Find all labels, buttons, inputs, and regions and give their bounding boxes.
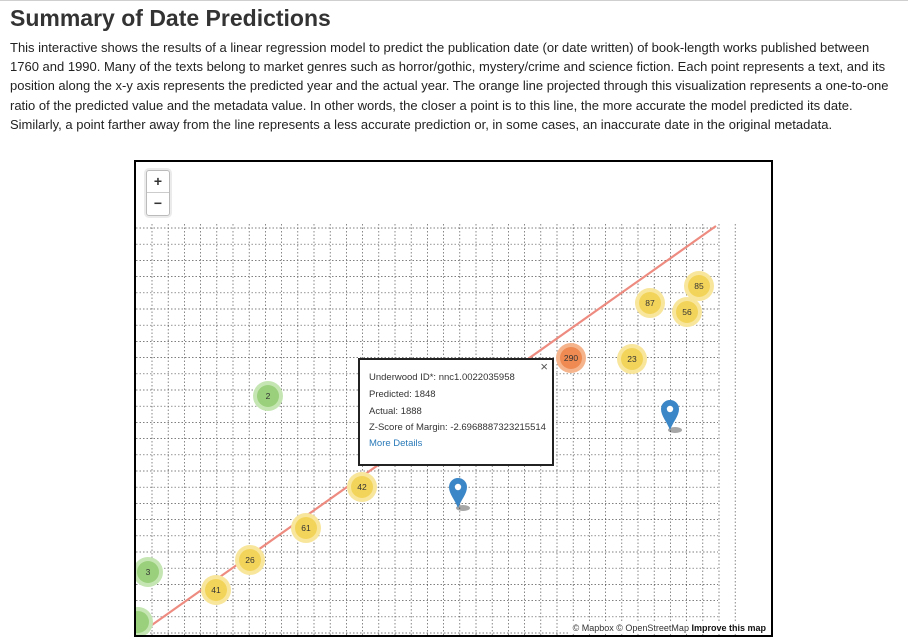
point-popup: × Underwood ID*: nnc1.0022035958 Predict…: [358, 358, 554, 466]
cluster-count: 41: [211, 585, 221, 595]
popup-actual-value: 1888: [400, 406, 422, 417]
cluster-2[interactable]: 2: [253, 381, 283, 411]
marker-shadow: [456, 505, 470, 511]
cluster-3[interactable]: 3: [136, 557, 163, 587]
cluster-core: [239, 549, 261, 571]
cluster-core: [639, 292, 661, 314]
cluster-61[interactable]: 61: [291, 513, 321, 543]
cluster-core: [621, 348, 643, 370]
popup-id-label: Underwood ID*:: [369, 372, 439, 383]
cluster-core: [688, 275, 710, 297]
marker-hole: [454, 483, 462, 491]
popup-predicted-row: Predicted: 1848: [369, 389, 436, 400]
popup-id-value: nnc1.0022035958: [438, 372, 515, 383]
popup-id-row: Underwood ID*: nnc1.0022035958: [369, 372, 515, 383]
improve-map-link[interactable]: Improve this map: [691, 623, 766, 633]
cluster-core: [676, 301, 698, 323]
cluster-290[interactable]: 290: [556, 343, 586, 373]
popup-close-button[interactable]: ×: [540, 359, 548, 374]
more-details-link[interactable]: More Details: [369, 438, 423, 449]
marker-pin-center-icon[interactable]: [449, 478, 470, 511]
cluster-87[interactable]: 87: [635, 288, 665, 318]
cluster-85[interactable]: 85: [684, 271, 714, 301]
marker-body: [449, 478, 467, 508]
marker-pin-right-icon[interactable]: [661, 400, 682, 433]
cluster-edge[interactable]: [136, 607, 153, 635]
cluster-count: 56: [682, 307, 692, 317]
popup-predicted-label: Predicted:: [369, 389, 415, 400]
zoom-control: + −: [146, 170, 170, 216]
cluster-count: 2: [266, 391, 271, 401]
cluster-count: 85: [694, 281, 704, 291]
scatter-map[interactable]: 85 87 56 290 23 2 42 61 26 3 41 + − × Underwood ID…: [134, 160, 773, 637]
map-attribution: © Mapbox © OpenStreetMap Improve this ma…: [569, 622, 769, 634]
zoom-out-button[interactable]: −: [147, 192, 169, 214]
cluster-count: 3: [146, 567, 151, 577]
cluster-23[interactable]: 23: [617, 344, 647, 374]
cluster-42[interactable]: 42: [347, 472, 377, 502]
popup-more-row: More Details: [369, 438, 422, 449]
cluster-layer: 85 87 56 290 23 2 42 61 26 3 41: [136, 271, 714, 635]
cluster-count: 26: [245, 555, 255, 565]
marker-body: [661, 400, 679, 430]
top-divider: [0, 0, 908, 1]
cluster-count: 61: [301, 523, 311, 533]
cluster-core: [560, 347, 582, 369]
cluster-41[interactable]: 41: [201, 575, 231, 605]
attribution-text[interactable]: © Mapbox © OpenStreetMap: [572, 623, 689, 633]
page-title: Summary of Date Predictions: [10, 5, 331, 31]
cluster-count: 42: [357, 482, 367, 492]
cluster-core: [205, 579, 227, 601]
popup-actual-row: Actual: 1888: [369, 406, 422, 417]
popup-zscore-label: Z-Score of Margin:: [369, 422, 451, 433]
cluster-count: 87: [645, 298, 655, 308]
marker-layer: [449, 400, 682, 511]
cluster-core: [136, 611, 149, 633]
popup-zscore-row: Z-Score of Margin: -2.6968887323215514: [369, 422, 546, 433]
popup-predicted-value: 1848: [414, 389, 436, 400]
cluster-count: 290: [564, 353, 578, 363]
intro-paragraph: This interactive shows the results of a …: [10, 40, 889, 132]
cluster-core: [257, 385, 279, 407]
cluster-26[interactable]: 26: [235, 545, 265, 575]
cluster-core: [351, 476, 373, 498]
map-canvas[interactable]: 85 87 56 290 23 2 42 61 26 3 41: [136, 162, 771, 635]
popup-actual-label: Actual:: [369, 406, 401, 417]
cluster-core: [137, 561, 159, 583]
popup-zscore-value: -2.6968887323215514: [450, 422, 546, 433]
cluster-56[interactable]: 56: [672, 297, 702, 327]
marker-hole: [666, 405, 674, 413]
cluster-count: 23: [627, 354, 637, 364]
marker-shadow: [668, 427, 682, 433]
zoom-in-button[interactable]: +: [153, 173, 163, 189]
cluster-core: [295, 517, 317, 539]
